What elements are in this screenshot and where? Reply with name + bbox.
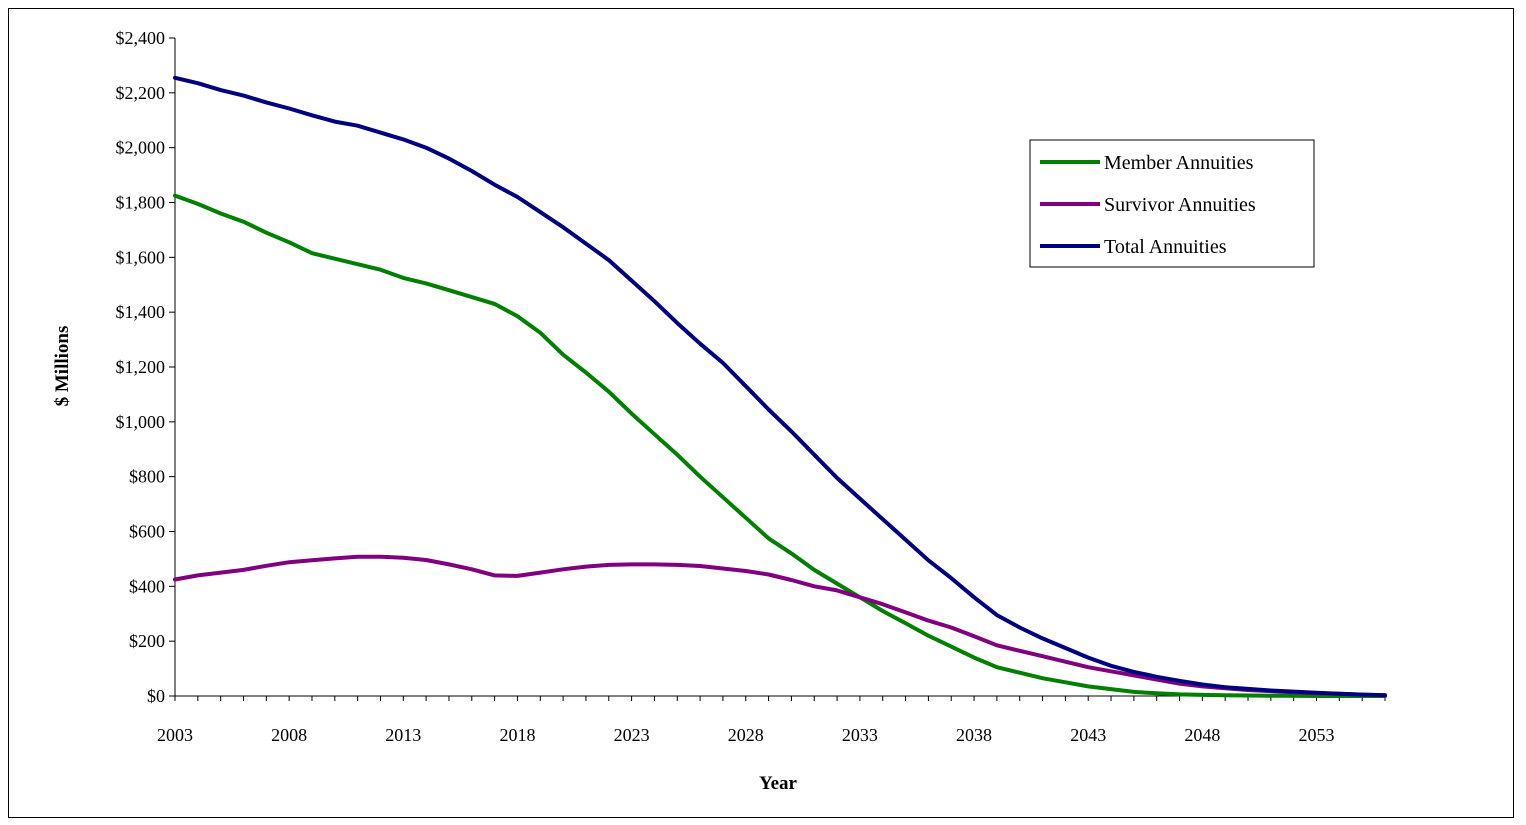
- legend: Member Annuities Survivor Annuities Total …: [1029, 139, 1315, 268]
- y-axis-ticks: $0 $200 $400 $600 $800 $1,000 $1,200 $1,400 $1,6…: [116, 28, 175, 706]
- x-tick-label: 2053: [1299, 725, 1335, 745]
- x-tick-label: 2048: [1184, 725, 1220, 745]
- x-tick-label: 2013: [385, 725, 421, 745]
- survivor-annuities-line: [173, 554, 1387, 698]
- y-tick-label: $1,000: [116, 412, 166, 432]
- y-tick-label: $2,400: [116, 28, 166, 48]
- y-tick-label: $200: [129, 631, 165, 651]
- series-lines: [173, 75, 1387, 698]
- x-tick-label: 2003: [157, 725, 193, 745]
- legend-label-total-annuities: Total Annuities: [1104, 236, 1227, 258]
- y-axis-title: $ Millions: [52, 326, 73, 407]
- y-tick-label: $2,000: [116, 138, 166, 158]
- x-tick-label: 2043: [1070, 725, 1106, 745]
- x-axis-title: Year: [759, 773, 798, 794]
- x-tick-label: 2018: [499, 725, 535, 745]
- y-tick-label: $2,200: [116, 83, 166, 103]
- x-tick-label: 2033: [842, 725, 878, 745]
- x-tick-label: 2028: [728, 725, 764, 745]
- x-axis-ticks: 2003 2008 2013 2018 2023 2028 2033 2038 2043 2048…: [157, 696, 1386, 745]
- y-tick-label: $1,400: [116, 302, 166, 322]
- legend-label-member-annuities: Member Annuities: [1104, 152, 1254, 174]
- y-tick-label: $600: [129, 522, 165, 542]
- member-annuities-line: [173, 193, 1387, 698]
- y-tick-label: $1,200: [116, 357, 166, 377]
- y-tick-label: $1,800: [116, 193, 166, 213]
- total-annuities-line: [173, 75, 1387, 698]
- legend-label-survivor-annuities: Survivor Annuities: [1104, 194, 1256, 216]
- y-tick-label: $800: [129, 467, 165, 487]
- x-tick-label: 2008: [271, 725, 307, 745]
- y-tick-label: $400: [129, 576, 165, 596]
- x-tick-label: 2023: [614, 725, 650, 745]
- y-tick-label: $1,600: [116, 247, 166, 267]
- y-tick-label: $0: [147, 686, 165, 706]
- x-tick-label: 2038: [956, 725, 992, 745]
